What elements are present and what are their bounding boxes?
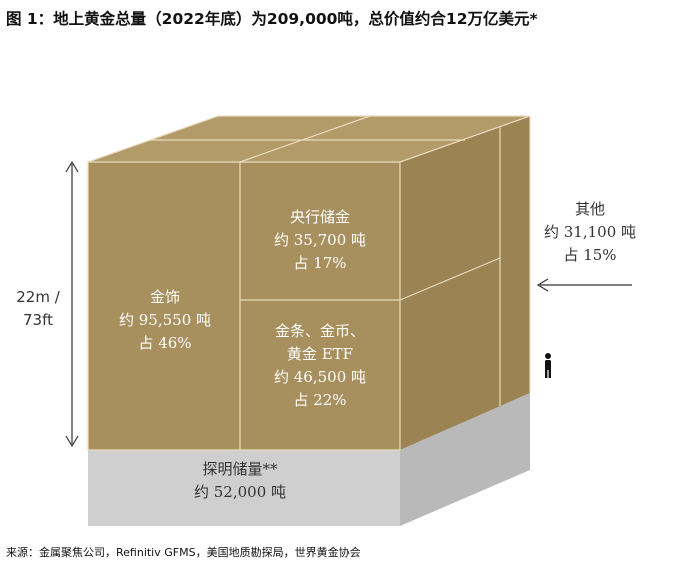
height-label: 22m / (16, 288, 60, 306)
segment-label: 占 15% (563, 246, 616, 264)
other-arrow (536, 278, 632, 292)
person-icon (545, 353, 551, 378)
title: 图 1：地上黄金总量（2022年底）为209,000吨，总价值约合12万亿美元* (6, 9, 538, 28)
height-label: 73ft (23, 311, 53, 329)
cube-side (400, 116, 530, 450)
segment-label: 探明储量** (202, 460, 278, 478)
cube-top (88, 116, 530, 162)
segment-label: 约 35,700 吨 (274, 231, 366, 249)
height-arrow (65, 160, 79, 448)
segment-label: 金条、金币、 (275, 322, 365, 340)
segment-label: 金饰 (150, 288, 180, 306)
segment-label: 占 22% (293, 391, 346, 409)
source: 来源：金属聚焦公司，Refinitiv GFMS，美国地质勘探局，世界黄金协会 (6, 545, 361, 559)
base-side (400, 393, 530, 526)
segment-label: 占 17% (293, 254, 346, 272)
segment-label: 约 31,100 吨 (544, 223, 636, 241)
cube-edges (87, 115, 531, 451)
segment-label: 约 46,500 吨 (274, 368, 366, 386)
cube-front (88, 162, 400, 450)
base-front (88, 450, 400, 526)
segment-label: 约 95,550 吨 (119, 311, 211, 329)
segment-label: 黄金 ETF (287, 345, 353, 363)
segment-label: 其他 (575, 200, 605, 218)
segment-label: 约 52,000 吨 (194, 483, 286, 501)
segment-label: 央行储金 (290, 208, 350, 226)
segment-label: 占 46% (138, 334, 191, 352)
